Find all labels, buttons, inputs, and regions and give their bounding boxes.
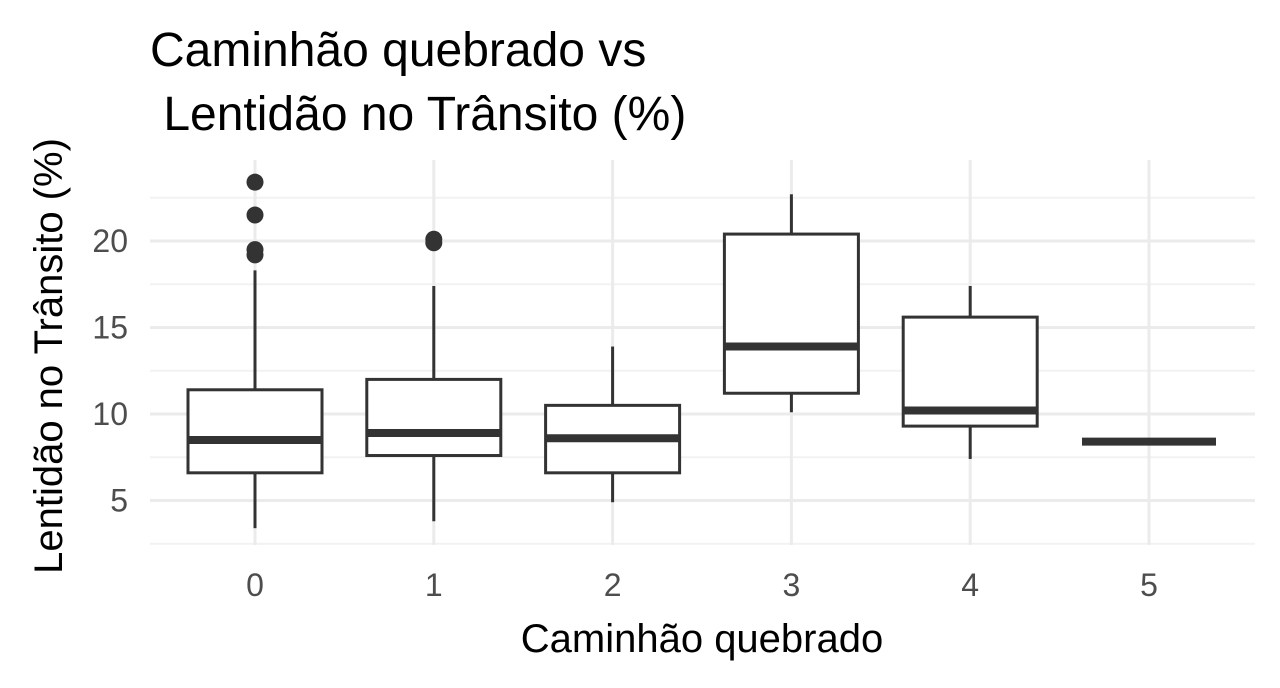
- x-tick-label: 4: [961, 567, 979, 603]
- outlier-point: [246, 173, 264, 191]
- chart-title-line-2: Lentidão no Trânsito (%): [150, 88, 686, 141]
- y-tick-label: 15: [92, 310, 128, 346]
- x-tick-label: 0: [246, 567, 264, 603]
- box-category-4: [901, 285, 1039, 459]
- outlier-point: [246, 241, 264, 259]
- iqr-box: [186, 388, 324, 475]
- x-axis-ticks: 0 1 2 3 4 5: [246, 567, 1158, 603]
- x-tick-label: 5: [1140, 567, 1158, 603]
- iqr-box: [722, 232, 860, 395]
- outlier-point: [425, 230, 443, 248]
- y-tick-label: 20: [92, 223, 128, 259]
- x-axis-title: Caminhão quebrado: [521, 617, 883, 661]
- box-series: [186, 173, 1216, 529]
- box-category-0: [186, 173, 324, 529]
- box-category-1: [365, 230, 503, 522]
- y-axis-ticks: 5 10 15 20: [92, 223, 128, 519]
- x-tick-label: 1: [425, 567, 443, 603]
- y-axis-title: Lentidão no Trânsito (%): [27, 138, 71, 574]
- x-tick-label: 2: [604, 567, 622, 603]
- grid-lines: [150, 160, 1255, 545]
- chart-title-line-1: Caminhão quebrado vs: [150, 24, 646, 77]
- iqr-box: [365, 377, 503, 458]
- y-tick-label: 10: [92, 396, 128, 432]
- outlier-point: [246, 206, 264, 224]
- y-tick-label: 5: [110, 483, 128, 519]
- box-category-2: [544, 346, 682, 503]
- box-category-3: [722, 194, 860, 413]
- x-tick-label: 3: [783, 567, 801, 603]
